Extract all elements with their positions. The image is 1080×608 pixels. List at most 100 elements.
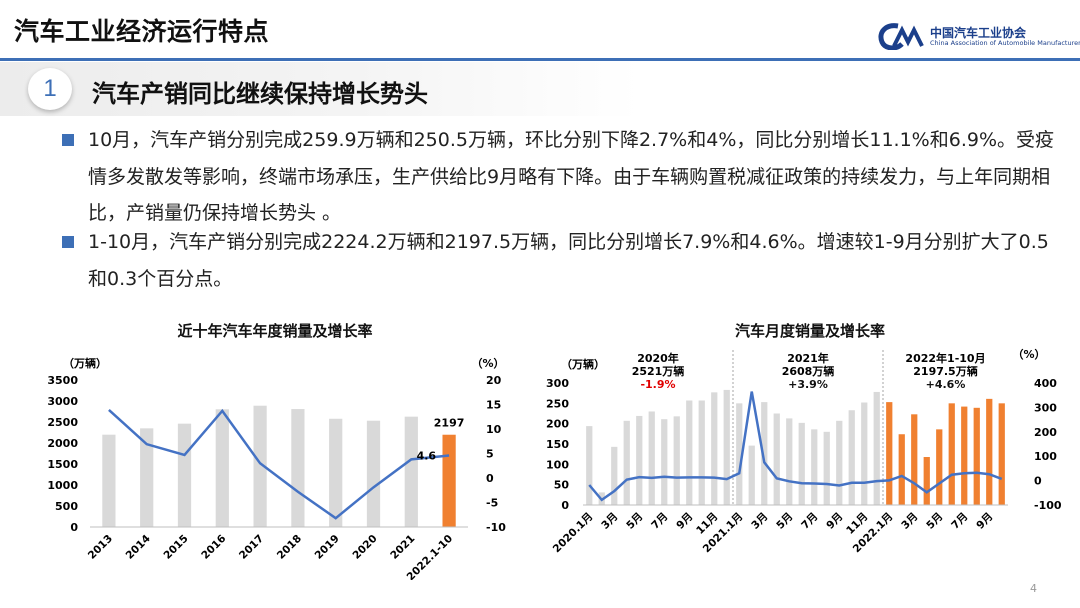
year-annotation: 2608万辆 <box>782 364 835 378</box>
y2-tick-label: 200 <box>1034 426 1057 439</box>
bar <box>366 420 381 527</box>
y-tick-label: 1000 <box>47 479 78 492</box>
page-title: 汽车工业经济运行特点 <box>14 17 270 46</box>
x-tick-label: 2021 <box>388 533 417 562</box>
bar <box>836 420 843 505</box>
bar <box>177 423 192 527</box>
x-tick-label: 2017 <box>237 533 266 562</box>
logo-chinese-name: 中国汽车工业协会 <box>930 26 1027 40</box>
y-tick-label: 2500 <box>47 416 78 429</box>
y2-tick-label: 10 <box>486 423 502 436</box>
bar <box>661 419 668 505</box>
bar <box>911 414 918 505</box>
y-tick-label: 3500 <box>47 374 78 387</box>
x-tick-label: 3月 <box>899 511 920 532</box>
y-axis-unit: （万辆） <box>63 356 107 370</box>
year-growth: -1.9% <box>640 378 675 391</box>
bar <box>698 400 705 505</box>
x-tick-label: 9月 <box>824 511 845 532</box>
bar <box>773 413 780 505</box>
bar <box>823 431 830 505</box>
y-axis-unit: （万辆） <box>561 357 605 371</box>
y-tick-label: 2000 <box>47 437 78 450</box>
y2-tick-label: 15 <box>486 399 501 412</box>
y-tick-label: 0 <box>561 499 569 512</box>
bar <box>948 403 955 505</box>
y2-tick-label: 400 <box>1034 377 1057 390</box>
annual-chart-title: 近十年汽车年度销量及增长率 <box>177 322 373 340</box>
y-tick-label: 100 <box>546 458 569 471</box>
bar <box>140 428 154 527</box>
y-tick-label: 300 <box>546 377 569 390</box>
x-tick-label: 2016 <box>199 533 228 562</box>
y-tick-label: 150 <box>546 438 569 451</box>
bar <box>861 402 868 505</box>
logo-english-name: China Association of Automobile Manufact… <box>930 39 1080 47</box>
bar <box>102 434 116 527</box>
y-tick-label: 200 <box>546 418 569 431</box>
growth-line <box>588 391 1003 502</box>
y2-tick-label: 100 <box>1034 450 1057 463</box>
x-tick-label: 2020 <box>350 533 379 562</box>
x-tick-label: 2014 <box>124 533 153 562</box>
y-tick-label: 250 <box>546 397 569 410</box>
bar <box>586 426 593 505</box>
x-tick-label: 9月 <box>974 511 995 532</box>
y2-tick-label: 20 <box>486 374 502 387</box>
bar <box>898 434 905 505</box>
x-tick-label: 2018 <box>275 533 304 562</box>
x-tick-label: 7月 <box>799 511 820 532</box>
year-growth: +3.9% <box>788 378 828 391</box>
bar <box>736 403 743 505</box>
caam-logo-icon <box>878 23 924 50</box>
y-tick-label: 50 <box>554 479 570 492</box>
x-tick-label: 3月 <box>599 511 620 532</box>
x-tick-label: 5月 <box>774 511 795 532</box>
y-tick-label: 500 <box>55 500 78 513</box>
bar <box>748 445 755 505</box>
bar <box>848 410 855 505</box>
year-annotation: 2022年1-10月 <box>905 351 985 365</box>
y2-tick-label: -100 <box>1034 499 1062 512</box>
bar <box>798 422 805 505</box>
x-tick-label: 9月 <box>674 511 695 532</box>
x-tick-label: 5月 <box>924 511 945 532</box>
bar <box>961 406 968 505</box>
year-annotation: 2020年 <box>637 351 679 365</box>
bar <box>636 415 643 505</box>
annual-sales-chart: （万辆） （%） 0 500 1000 1500 2000 2500 3000 3500 -10 -5… <box>47 356 506 580</box>
bar <box>761 402 768 505</box>
bar <box>723 389 730 505</box>
bullet-square-icon <box>62 134 74 146</box>
x-tick-label: 7月 <box>649 511 670 532</box>
year-annotation: 2021年 <box>787 351 829 365</box>
section-number: 1 <box>28 68 72 110</box>
bar <box>711 392 718 505</box>
growth-line <box>108 408 450 520</box>
y-tick-label: 1500 <box>47 458 78 471</box>
x-tick-label: 2015 <box>161 533 190 562</box>
bullet-text: 10月，汽车产销分别完成259.9万辆和250.5万辆，环比分别下降2.7%和4… <box>88 129 1055 224</box>
logo: 中国汽车工业协会 China Association of Automobile… <box>878 22 1080 52</box>
bar <box>998 403 1005 505</box>
x-tick-label: 2020.1月 <box>551 511 596 556</box>
year-growth: +4.6% <box>926 378 966 391</box>
bar <box>673 416 680 505</box>
page-number: 4 <box>1030 582 1037 595</box>
year-annotation: 2197.5万辆 <box>913 364 977 378</box>
monthly-sales-chart: （万辆） （%） 0 50 100 150 200 250 300 -100 0 100 200 300 4… <box>546 348 1062 556</box>
bar <box>291 409 305 527</box>
y2-tick-label: 5 <box>486 448 494 461</box>
bar <box>873 391 880 505</box>
bar <box>329 418 343 527</box>
bullet-text: 1-10月，汽车产销分别完成2224.2万辆和2197.5万辆，同比分别增长7.… <box>88 231 1049 290</box>
bar <box>973 407 980 505</box>
y2-axis-unit: （%） <box>471 357 504 370</box>
section-band <box>0 62 640 116</box>
bar <box>686 400 693 505</box>
y2-tick-label: -5 <box>486 497 498 510</box>
y-tick-label: 3000 <box>47 395 78 408</box>
bar <box>442 434 456 527</box>
x-tick-label: 2013 <box>86 533 115 562</box>
y2-tick-label: 0 <box>1034 475 1042 488</box>
